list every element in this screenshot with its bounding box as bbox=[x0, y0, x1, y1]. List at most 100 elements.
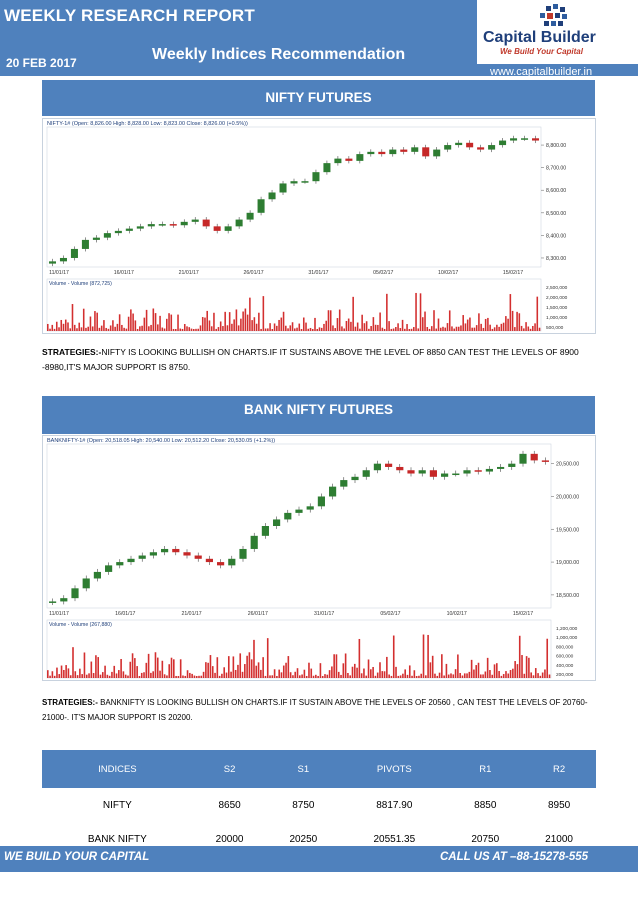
volume-bar bbox=[95, 655, 97, 678]
volume-bar bbox=[525, 322, 527, 331]
volume-bar bbox=[356, 667, 358, 678]
candle-body bbox=[378, 151, 386, 155]
volume-bar bbox=[374, 675, 377, 678]
volume-bar bbox=[479, 674, 482, 678]
volume-bar bbox=[390, 675, 393, 678]
volume-bar bbox=[168, 313, 170, 331]
volume-bar bbox=[475, 665, 478, 678]
volume-bar bbox=[111, 671, 113, 678]
cell-s1: 8750 bbox=[292, 799, 315, 811]
volume-bar bbox=[273, 323, 276, 331]
volume-bar bbox=[459, 672, 461, 678]
logo-name: Capital Builder bbox=[483, 29, 596, 46]
volume-bar bbox=[112, 320, 114, 331]
report-subtitle: Weekly Indices Recommendation bbox=[152, 46, 406, 63]
volume-bar bbox=[473, 327, 476, 331]
candle-body bbox=[59, 257, 67, 262]
volume-bar bbox=[197, 328, 200, 331]
volume-bar bbox=[314, 317, 316, 331]
volume-tick-label: 1,500,000 bbox=[546, 305, 568, 311]
volume-bar bbox=[147, 653, 150, 678]
volume-bar bbox=[239, 653, 242, 678]
cell-r2: 21000 bbox=[545, 833, 573, 845]
volume-bar bbox=[273, 669, 276, 678]
candle-body bbox=[246, 212, 254, 220]
volume-bar bbox=[174, 328, 177, 331]
volume-bar bbox=[89, 316, 92, 331]
volume-bar bbox=[363, 668, 365, 678]
volume-bar bbox=[408, 665, 411, 678]
volume-bar bbox=[498, 671, 500, 678]
volume-bar bbox=[402, 673, 404, 678]
candle-body bbox=[389, 149, 397, 155]
volume-bar bbox=[354, 326, 357, 331]
y-tick-label: 18,500.00 bbox=[556, 593, 579, 599]
volume-bar bbox=[518, 635, 521, 678]
volume-bar bbox=[525, 656, 528, 678]
volume-bar bbox=[546, 638, 549, 678]
volume-bar bbox=[124, 674, 127, 678]
volume-bar bbox=[82, 308, 85, 331]
volume-bar bbox=[240, 318, 242, 331]
volume-bar bbox=[269, 675, 271, 678]
volume-tick-label: 200,000 bbox=[556, 672, 574, 678]
volume-bar bbox=[426, 326, 429, 331]
volume-bar bbox=[445, 663, 448, 678]
candle-body bbox=[345, 158, 353, 161]
candle-body bbox=[510, 138, 518, 141]
volume-bar bbox=[138, 675, 141, 678]
x-tick-label: 11/01/17 bbox=[49, 611, 69, 617]
volume-bar bbox=[321, 675, 324, 678]
volume-bar bbox=[408, 328, 411, 331]
volume-bar bbox=[514, 327, 516, 331]
candle-body bbox=[329, 486, 337, 497]
volume-bar bbox=[246, 655, 248, 678]
volume-bar bbox=[325, 320, 328, 331]
volume-bar bbox=[278, 669, 280, 678]
volume-bar bbox=[85, 674, 88, 678]
volume-bar bbox=[296, 668, 299, 678]
volume-bar bbox=[291, 322, 294, 331]
candle-body bbox=[385, 463, 393, 467]
volume-bar bbox=[443, 675, 445, 678]
volume-bar bbox=[67, 668, 70, 678]
volume-bar bbox=[118, 314, 121, 331]
volume-bar bbox=[386, 656, 388, 678]
candle-body bbox=[228, 558, 236, 566]
volume-bar bbox=[53, 328, 56, 331]
volume-bar bbox=[186, 670, 189, 678]
volume-bar bbox=[264, 328, 267, 331]
volume-bar bbox=[262, 296, 265, 331]
volume-bar bbox=[129, 661, 132, 678]
candle-body bbox=[261, 526, 269, 536]
volume-bar bbox=[523, 673, 526, 678]
footer-band bbox=[0, 846, 638, 872]
volume-bar bbox=[190, 328, 193, 331]
volume-bar bbox=[307, 328, 310, 331]
volume-bar bbox=[195, 328, 197, 331]
volume-bar bbox=[189, 672, 191, 678]
candle-body bbox=[452, 473, 460, 476]
volume-bar bbox=[209, 655, 212, 678]
banknifty-chart-frame: BANKNIFTY-1# (Open: 20,518.05 High: 20,5… bbox=[42, 435, 596, 681]
volume-bar bbox=[500, 323, 503, 331]
candle-body bbox=[317, 496, 325, 507]
volume-bar bbox=[395, 666, 397, 678]
volume-bar bbox=[159, 315, 161, 331]
website-link[interactable]: www.capitalbuilder.in bbox=[490, 66, 593, 78]
volume-bar bbox=[122, 671, 125, 678]
volume-bar bbox=[435, 328, 438, 331]
volume-bar bbox=[347, 318, 350, 331]
volume-bar bbox=[530, 672, 532, 678]
volume-bar bbox=[548, 674, 551, 678]
volume-bar bbox=[255, 323, 258, 331]
volume-bar bbox=[422, 634, 425, 678]
volume-bar bbox=[210, 326, 213, 331]
volume-bar bbox=[399, 675, 402, 678]
volume-bar bbox=[350, 321, 352, 331]
footer-phone[interactable]: CALL US AT –88-15278-555 bbox=[440, 851, 589, 863]
volume-bar bbox=[134, 658, 136, 678]
volume-bar bbox=[271, 675, 274, 678]
volume-bar bbox=[152, 308, 155, 331]
volume-bar bbox=[51, 324, 54, 331]
